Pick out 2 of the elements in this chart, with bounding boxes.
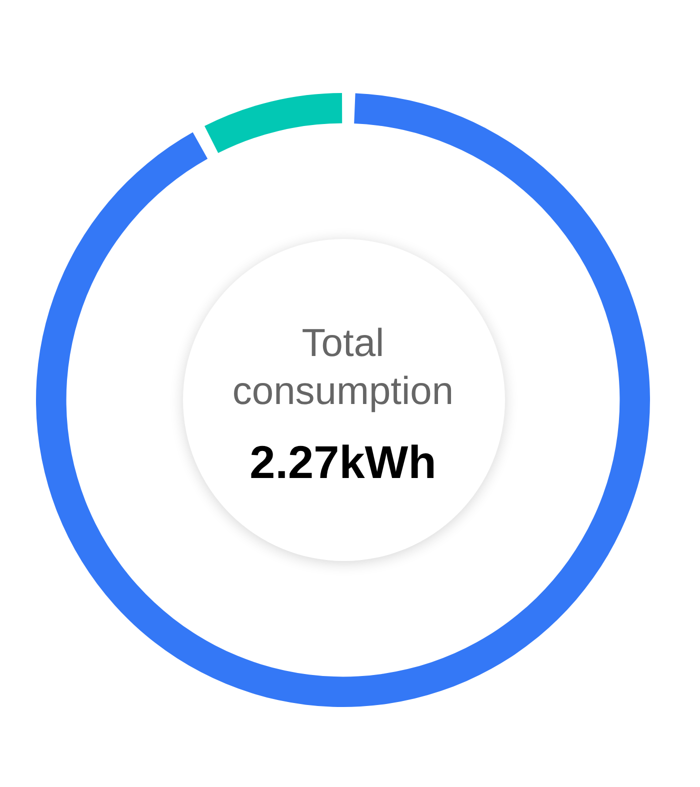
text: 2.27kWh: [248, 436, 438, 488]
text: Total consumption: [231, 321, 455, 415]
